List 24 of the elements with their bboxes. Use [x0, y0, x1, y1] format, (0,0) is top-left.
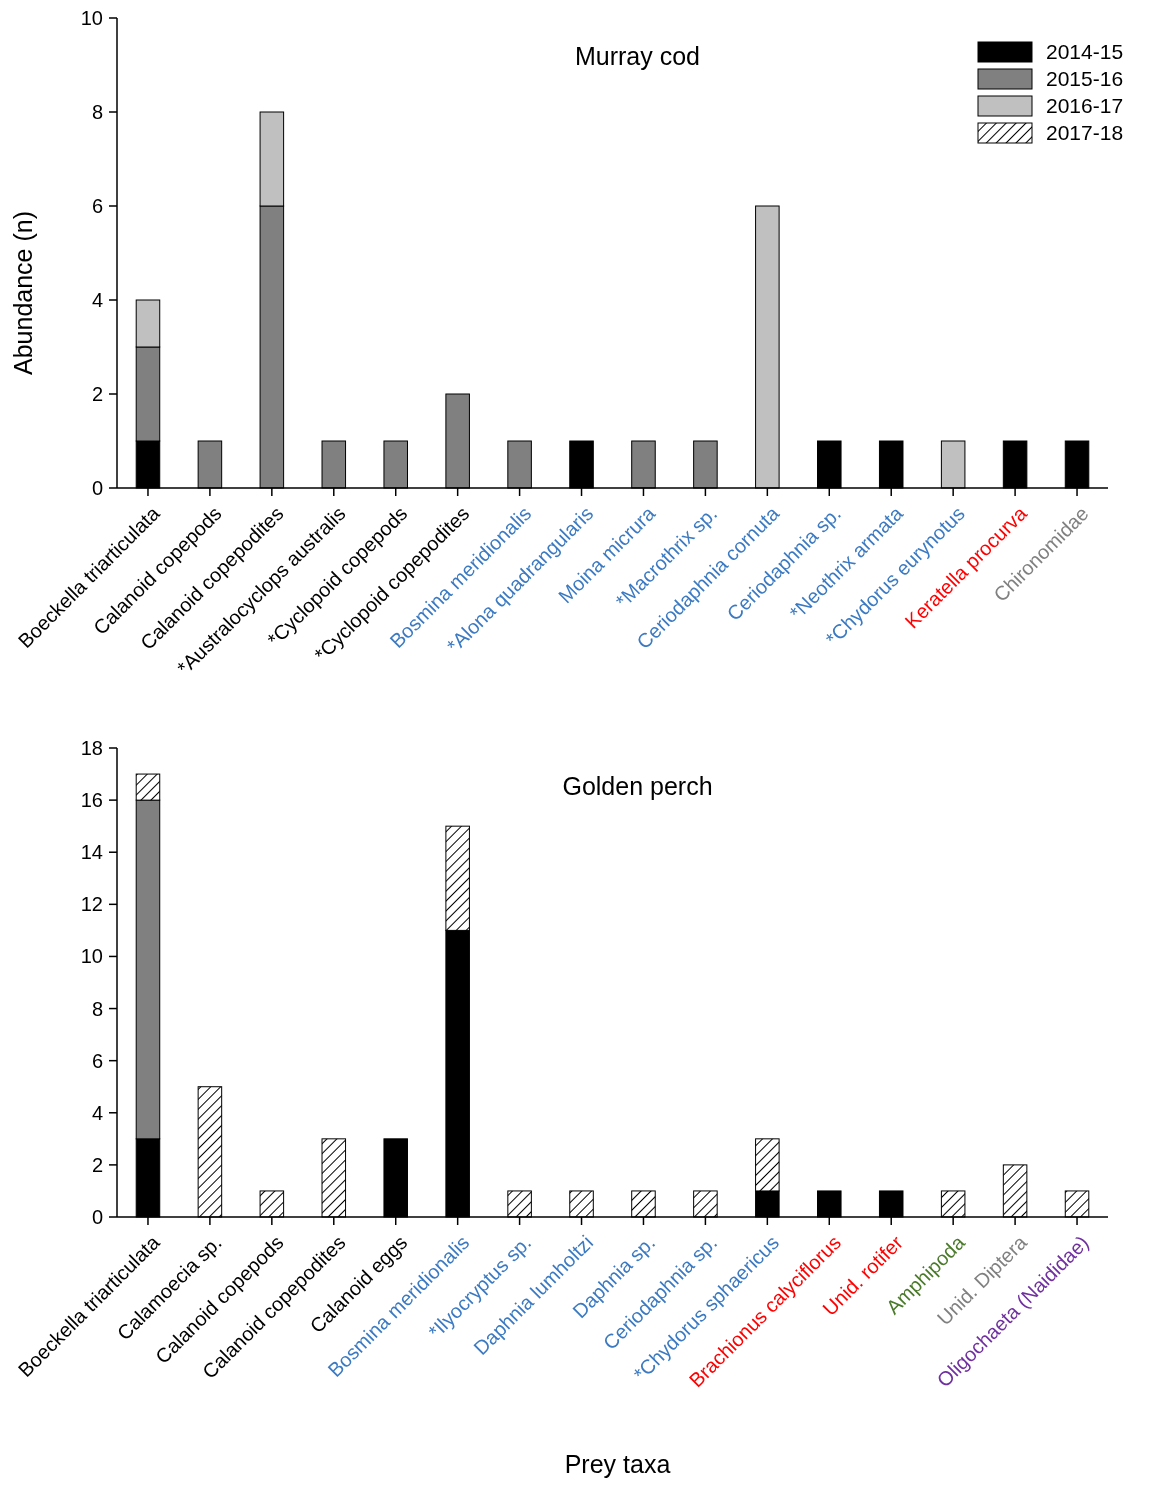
y-tick-label: 6: [91, 1049, 103, 1072]
y-tick-label: 0: [91, 477, 103, 499]
text: Murray cod: [574, 42, 701, 70]
legend-label: 2015-16: [1046, 67, 1124, 91]
y-tick-label: 6: [91, 195, 103, 217]
y-tick-label: 2: [91, 383, 103, 405]
y-tick-label: 10: [80, 7, 103, 29]
y-tick-label: 16: [80, 789, 103, 812]
y-tick-label: 2: [91, 1153, 103, 1176]
x-axis-title: Prey taxa: [564, 1450, 671, 1478]
legend-label: 2016-17: [1046, 94, 1124, 118]
y-tick-label: 12: [80, 893, 103, 916]
y-tick-label: 18: [80, 737, 103, 759]
legend-label: 2017-18: [1046, 121, 1124, 145]
y-tick-label: 4: [91, 1101, 103, 1124]
y-tick-label: 8: [91, 101, 103, 123]
text: Golden perch: [562, 772, 713, 800]
y-tick-label: 4: [91, 289, 103, 311]
y-tick-label: 0: [91, 1206, 103, 1228]
y-axis-title: Abundance (n): [9, 210, 37, 376]
y-tick-label: 8: [91, 997, 103, 1020]
legend-label: 2014-15: [1046, 40, 1124, 64]
y-tick-label: 10: [80, 945, 103, 968]
y-tick-label: 14: [80, 841, 103, 864]
